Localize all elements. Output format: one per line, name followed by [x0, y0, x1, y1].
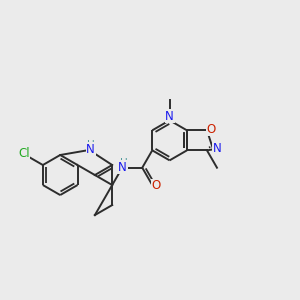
- Text: N: N: [118, 160, 127, 174]
- Text: H: H: [87, 140, 94, 150]
- Text: O: O: [206, 123, 216, 136]
- Text: N: N: [213, 142, 222, 155]
- Text: N: N: [165, 110, 174, 123]
- Text: Cl: Cl: [18, 147, 30, 160]
- Text: H: H: [119, 158, 127, 168]
- Text: O: O: [151, 179, 160, 192]
- Text: N: N: [86, 142, 95, 156]
